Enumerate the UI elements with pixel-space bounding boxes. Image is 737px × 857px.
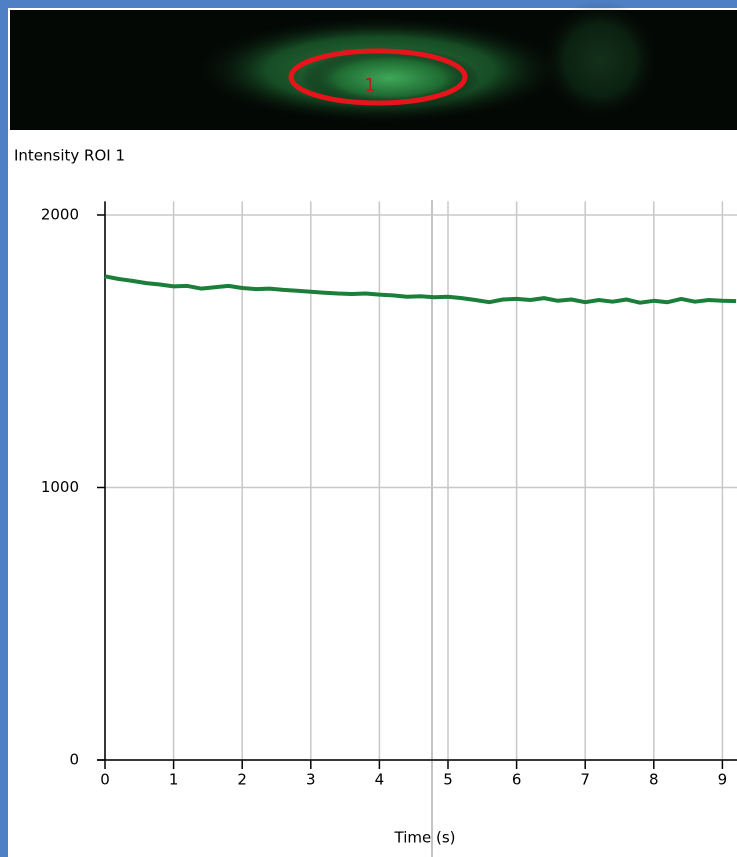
y-tick-label: 0	[69, 751, 79, 769]
x-axis-label: Time (s)	[394, 829, 456, 847]
window-border	[0, 0, 8, 857]
micrograph: 1	[10, 0, 737, 130]
y-tick-label: 1000	[41, 478, 79, 496]
chart-title: Intensity ROI 1	[14, 147, 125, 165]
x-tick-label: 4	[375, 771, 385, 789]
x-tick-label: 1	[169, 771, 179, 789]
y-tick-label: 2000	[41, 206, 79, 224]
x-tick-label: 2	[237, 771, 247, 789]
x-tick-label: 7	[580, 771, 590, 789]
page: {"roi_label": "1", "chart_data": {"type"…	[0, 0, 737, 857]
x-tick-label: 6	[512, 771, 522, 789]
x-tick-label: 3	[306, 771, 316, 789]
roi-label: 1	[364, 75, 375, 96]
x-tick-label: 0	[100, 771, 110, 789]
x-tick-label: 9	[718, 771, 728, 789]
x-tick-label: 8	[649, 771, 659, 789]
x-tick-label: 5	[443, 771, 453, 789]
cell-glow	[540, 0, 660, 120]
screen: 1 Intensity ROI 1 Time (s) 0 1 2 3 4 5 6 7 8 9 0 10…	[0, 0, 737, 857]
